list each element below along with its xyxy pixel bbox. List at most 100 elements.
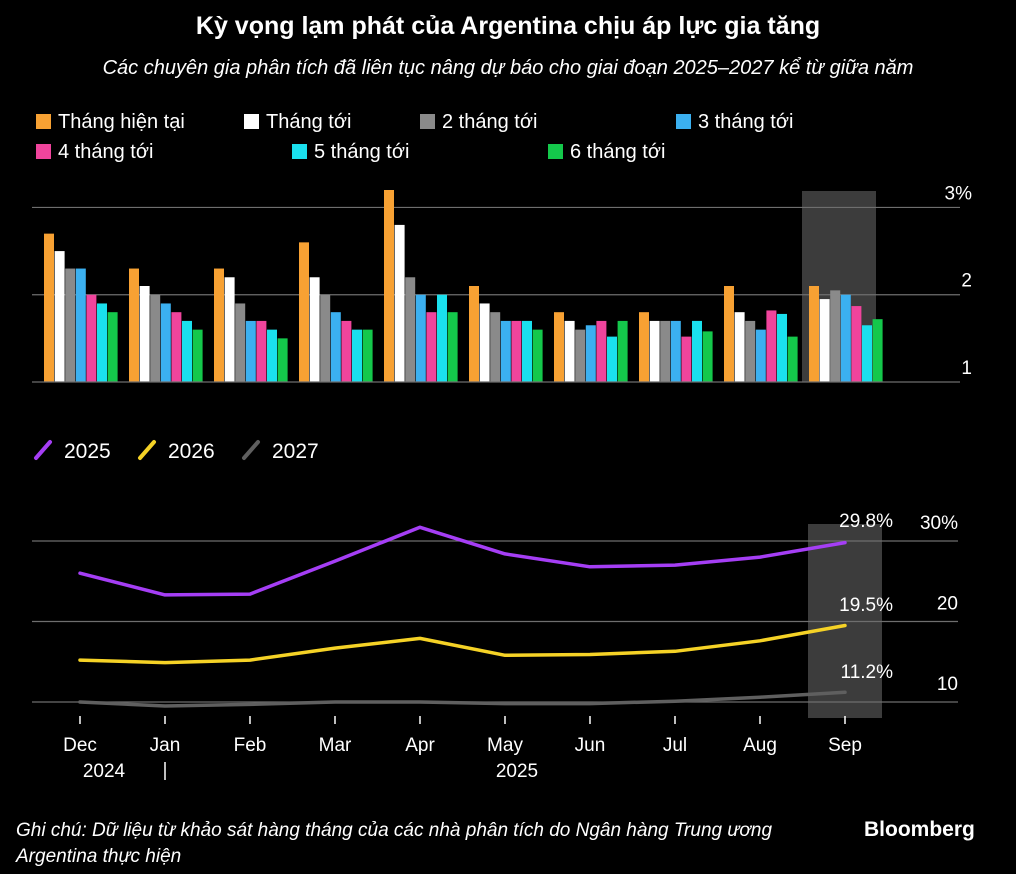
legend-label-5: 4 tháng tới	[58, 141, 153, 163]
legend-label-1: Tháng hiện tại	[58, 111, 185, 133]
bar-mar-4	[330, 312, 341, 382]
bar-jan-3	[150, 294, 161, 382]
x-tick-label-feb: Feb	[234, 735, 267, 756]
bar-sep-1	[809, 286, 819, 382]
legend-label-3: 2 tháng tới	[442, 111, 537, 133]
bar-aug-4	[755, 329, 766, 382]
bar-aug-1	[724, 286, 734, 382]
line-legend: 2025 2026 2027	[34, 440, 319, 463]
x-tick-label-may: May	[487, 735, 523, 756]
bar-sep-7	[872, 319, 883, 382]
bar-chart: 1 2 3%	[32, 183, 973, 383]
bar-mar-7	[362, 329, 373, 382]
bar-jul-7	[702, 331, 713, 382]
bar-jun-4	[585, 325, 596, 382]
legend-swatch-2	[244, 114, 259, 129]
bar-jun-6	[607, 336, 617, 382]
line-ytick-label: 30%	[920, 513, 958, 534]
bar-aug-7	[787, 336, 798, 382]
x-tick-label-apr: Apr	[405, 735, 435, 756]
bar-may-5	[511, 320, 522, 382]
x-tick-label-jun: Jun	[575, 735, 606, 756]
line-chart: 10 20 30% Dec Jan Feb Mar Apr May Jun Jul Aug Sep 202…	[32, 511, 958, 782]
bar-jun-1	[554, 312, 564, 382]
x-tick-label-sep: Sep	[828, 735, 862, 756]
legend-swatch-7	[548, 144, 563, 159]
bar-feb-3	[235, 303, 246, 382]
bar-jun-5	[596, 320, 607, 382]
legend-swatch-5	[36, 144, 51, 159]
bar-ytick-label: 2	[961, 271, 972, 292]
bar-dec-1	[44, 233, 54, 382]
legend-swatch-6	[292, 144, 307, 159]
bar-jan-7	[192, 329, 203, 382]
legend-label-7: 6 tháng tới	[570, 141, 665, 163]
bar-aug-6	[777, 313, 787, 382]
bar-feb-6	[267, 329, 277, 382]
line-ytick-label: 10	[937, 674, 958, 695]
year-label-2025: 2025	[496, 761, 538, 782]
bar-jul-3	[660, 320, 671, 382]
bar-jan-6	[182, 320, 192, 382]
legend-swatch-1	[36, 114, 51, 129]
bar-may-7	[532, 329, 543, 382]
bar-apr-2	[394, 224, 405, 382]
x-tick-label-aug: Aug	[743, 735, 777, 756]
bar-aug-2	[734, 312, 745, 382]
bar-apr-5	[426, 312, 437, 382]
bar-jun-7	[617, 320, 628, 382]
series-line-2025	[78, 525, 847, 597]
bar-mar-6	[352, 329, 362, 382]
bar-ytick-label: 3%	[945, 183, 973, 204]
bar-may-6	[522, 320, 532, 382]
bar-mar-3	[320, 294, 331, 382]
bar-sep-5	[851, 306, 862, 382]
legend-label-2: Tháng tới	[266, 111, 351, 133]
line-legend-swatch-2026	[138, 440, 156, 460]
line-legend-label-2027: 2027	[272, 440, 319, 463]
bar-apr-1	[384, 190, 394, 382]
bar-jun-3	[575, 329, 586, 382]
chart-subtitle: Các chuyên gia phân tích đã liên tục nân…	[102, 57, 914, 79]
bar-apr-4	[415, 294, 426, 382]
bar-jan-1	[129, 268, 139, 382]
series-line-2027	[78, 690, 847, 708]
bar-apr-6	[437, 294, 447, 382]
bar-dec-5	[86, 294, 97, 382]
bar-may-2	[479, 303, 490, 382]
bar-apr-7	[447, 312, 458, 382]
legend-label-6: 5 tháng tới	[314, 141, 409, 163]
line-ytick-label: 20	[937, 594, 958, 615]
bar-sep-3	[830, 290, 841, 382]
line-legend-swatch-2027	[242, 440, 260, 460]
bar-jul-6	[692, 320, 702, 382]
line-legend-label-2025: 2025	[64, 440, 111, 463]
x-tick-label-dec: Dec	[63, 735, 97, 756]
bar-mar-1	[299, 242, 309, 382]
legend-swatch-3	[420, 114, 435, 129]
x-tick-label-mar: Mar	[319, 735, 352, 756]
bar-jul-5	[681, 336, 692, 382]
bar-may-3	[490, 312, 501, 382]
bar-ytick-label: 1	[961, 358, 972, 379]
x-tick-label-jul: Jul	[663, 735, 687, 756]
bar-feb-5	[256, 320, 267, 382]
bar-mar-2	[309, 277, 320, 382]
bar-apr-3	[405, 277, 416, 382]
line-legend-label-2026: 2026	[168, 440, 215, 463]
bar-dec-3	[65, 268, 76, 382]
bar-may-4	[500, 320, 511, 382]
year-label-2024: 2024	[83, 761, 126, 782]
bar-feb-4	[245, 320, 256, 382]
bar-legend: Tháng hiện tại Tháng tới 2 tháng tới 3 thán…	[36, 111, 793, 163]
legend-swatch-4	[676, 114, 691, 129]
bar-aug-3	[745, 320, 756, 382]
footer-note: Ghi chú: Dữ liệu từ khảo sát hàng tháng …	[16, 820, 773, 867]
end-label-2027: 11.2%	[841, 662, 894, 683]
bar-sep-4	[840, 294, 851, 382]
chart-title: Kỳ vọng lạm phát của Argentina chịu áp l…	[195, 12, 821, 40]
line-legend-swatch-2025	[34, 440, 52, 460]
bar-jan-2	[139, 286, 150, 382]
bar-may-1	[469, 286, 479, 382]
